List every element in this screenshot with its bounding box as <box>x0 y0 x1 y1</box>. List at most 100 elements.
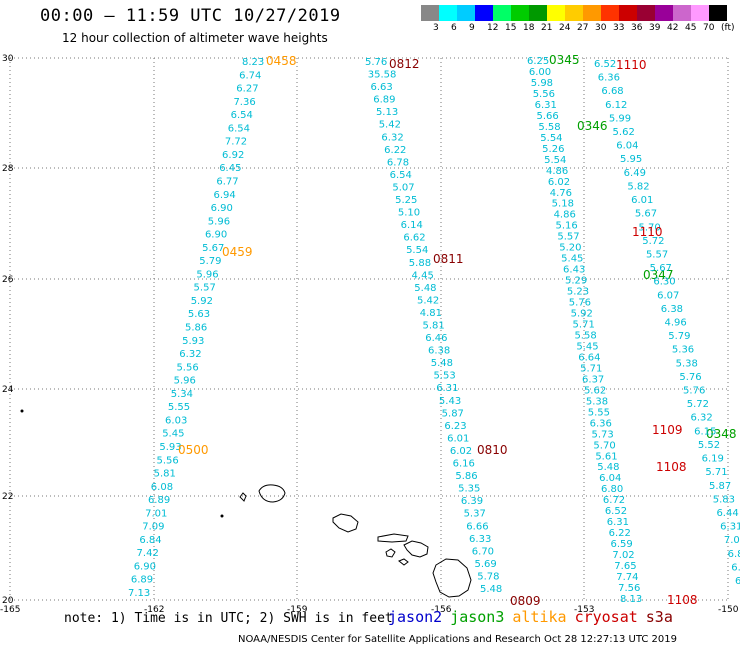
wave-height-label: 6.90 <box>134 561 156 572</box>
wave-height-label: 6.15 <box>694 426 716 437</box>
dot-marker <box>20 409 24 413</box>
wave-height-label: 6.52 <box>605 506 627 517</box>
colorbar-label: 36 <box>631 23 643 33</box>
wave-height-label: 6.70 <box>472 546 494 557</box>
wave-height-label: 6.86 <box>728 549 740 560</box>
pass-time-label: 0811 <box>433 252 464 266</box>
wave-height-label: 8.23 <box>242 57 264 68</box>
colorbar-label: 39 <box>649 23 661 33</box>
wave-height-label: 5.61 <box>595 451 617 462</box>
wave-height-label: 7.65 <box>614 561 636 572</box>
wave-height-label: 6.63 <box>370 82 392 93</box>
wave-height-label: 5.13 <box>376 107 398 118</box>
legend-entry-cryosat: cryosat <box>574 608 638 626</box>
wave-height-label: 4.86 <box>546 166 568 177</box>
wave-height-label: 6.08 <box>151 482 173 493</box>
wave-height-label: 5.52 <box>698 440 720 451</box>
colorbar-label: 27 <box>577 23 589 33</box>
wave-height-label: 5.55 <box>168 402 190 413</box>
wave-height-label: 6.32 <box>179 349 201 360</box>
wave-height-label: 5.43 <box>439 396 461 407</box>
wave-height-label: 5.54 <box>544 155 566 166</box>
wave-height-label: 7.72 <box>225 137 247 148</box>
wave-height-label: 6.89 <box>373 95 395 106</box>
wave-height-label: 5.76 <box>683 386 705 397</box>
wave-height-label: 6.23 <box>444 421 466 432</box>
wave-height-label: 5.99 <box>609 113 631 124</box>
colorbar-swatch <box>601 5 619 21</box>
wave-height-label: 5.92 <box>191 296 213 307</box>
wave-height-label: 6.07 <box>657 290 679 301</box>
wave-height-label: 5.88 <box>409 258 431 269</box>
colorbar-swatch <box>709 5 727 21</box>
wave-height-label: 5.18 <box>552 199 574 210</box>
wave-height-label: 5.73 <box>592 429 614 440</box>
colorbar-label: 6 <box>451 23 457 33</box>
wave-height-label: 6.72 <box>603 495 625 506</box>
colorbar-swatch <box>673 5 691 21</box>
pass-time-label: 0810 <box>477 443 508 457</box>
wave-height-label: 6.89 <box>131 575 153 586</box>
wave-height-label: 5.79 <box>668 331 690 342</box>
wave-height-label: 5.29 <box>565 276 587 287</box>
page-title: 00:00 – 11:59 UTC 10/27/2019 <box>40 6 341 26</box>
wave-height-label: 5.79 <box>199 256 221 267</box>
colorbar-swatch <box>547 5 565 21</box>
wave-height-label: 5.95 <box>620 154 642 165</box>
wave-height-label: 7.74 <box>616 572 638 583</box>
wave-height-label: 4.81 <box>420 308 442 319</box>
wave-height-label: 5.67 <box>650 263 672 274</box>
colorbar-swatch <box>637 5 655 21</box>
wave-height-label: 6.14 <box>401 220 423 231</box>
colorbar-swatch <box>439 5 457 21</box>
wave-height-label: 5.36 <box>672 345 694 356</box>
satellite-legend: jason2 jason3 altika cryosat s3a <box>388 608 681 626</box>
wave-height-label: 6.12 <box>605 100 627 111</box>
wave-height-label: 6.62 <box>403 233 425 244</box>
wave-height-label: 6.19 <box>702 454 724 465</box>
wave-height-label: 6.16 <box>453 459 475 470</box>
wave-height-label: 5.54 <box>406 245 428 256</box>
legend-entry-s3a: s3a <box>645 608 673 626</box>
island-molokai <box>377 533 409 543</box>
wave-height-label: 6.59 <box>611 539 633 550</box>
wave-height-label: 5.57 <box>194 283 216 294</box>
wave-height-label: 6.22 <box>609 528 631 539</box>
wave-height-label: 5.37 <box>464 509 486 520</box>
colorbar-label: 42 <box>667 23 679 33</box>
wave-height-label: 5.93 <box>182 336 204 347</box>
wave-height-label: 5.55 <box>588 407 610 418</box>
colorbar-label: 30 <box>595 23 607 33</box>
island-maui <box>403 540 429 558</box>
wave-height-label: 6.33 <box>469 534 491 545</box>
wave-height-label: 5.83 <box>713 494 735 505</box>
wave-height-label: 6.90 <box>205 230 227 241</box>
pass-time-label: 0346 <box>577 119 608 133</box>
colorbar-label: 45 <box>685 23 697 33</box>
wave-height-label: 5.76 <box>679 372 701 383</box>
wave-height-label: 5.76 <box>569 298 591 309</box>
wave-height-label: 5.76 <box>365 57 387 68</box>
lat-label: 22 <box>2 492 13 502</box>
lon-label: -150 <box>718 605 739 615</box>
wave-height-label: 4.76 <box>550 188 572 199</box>
wave-height-label: 7.36 <box>233 97 255 108</box>
wave-height-label: 6.36 <box>598 73 620 84</box>
wave-height-label: 5.82 <box>627 181 649 192</box>
wave-height-label: 5.62 <box>584 385 606 396</box>
colorbar-swatch <box>529 5 547 21</box>
wave-height-label: 5.71 <box>580 363 602 374</box>
wave-height-label: 6.94 <box>214 190 236 201</box>
wave-height-label: 5.69 <box>475 559 497 570</box>
wave-height-label: 6.2 <box>735 576 740 587</box>
wave-height-label: 5.42 <box>417 295 439 306</box>
wave-height-label: 8.13 <box>620 594 642 605</box>
colorbar-label: 70 <box>703 23 715 33</box>
wave-height-label: 5.48 <box>431 358 453 369</box>
wave-height-label: 6.31 <box>535 100 557 111</box>
wave-height-label: 5.48 <box>597 462 619 473</box>
wave-height-label: 6.32 <box>381 132 403 143</box>
wave-height-label: 5.98 <box>531 78 553 89</box>
lat-label: 20 <box>2 596 14 606</box>
wave-height-label: 5.57 <box>557 232 579 243</box>
